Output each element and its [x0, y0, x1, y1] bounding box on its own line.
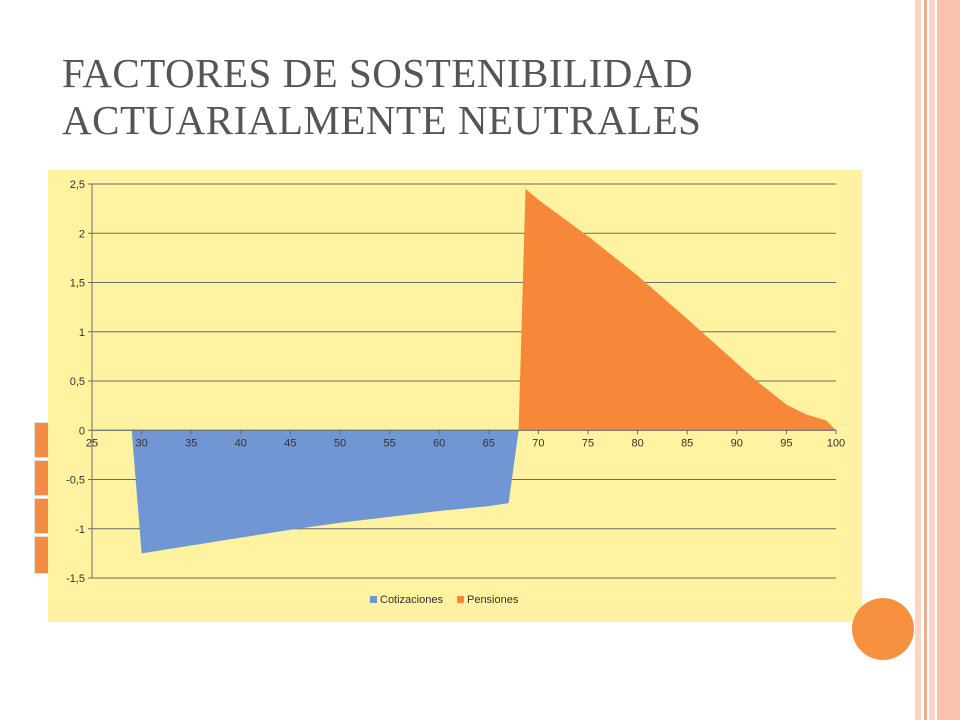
x-tick-labels: 25 30 35 40 45 50 55 60 65 70 75 80 85 90 95 100: [86, 437, 845, 449]
x-tick-label: 45: [284, 437, 296, 449]
y-tick-label: 0: [79, 425, 85, 437]
chart-svg: 25 30 35 40 45 50 55 60 65 70 75 80 85 90 95 100 2,5 2 1,…: [66, 179, 845, 606]
x-tick-label: 100: [827, 437, 845, 449]
x-tick-label: 25: [86, 437, 98, 449]
x-tick-label: 90: [731, 437, 743, 449]
legend-swatch-cotizaciones: [370, 596, 377, 603]
x-tick-label: 35: [185, 437, 197, 449]
legend-label-pensiones: Pensiones: [467, 594, 519, 606]
series-areas: [131, 188, 836, 554]
slide-title-line-1: FACTORES DE SOSTENIBILIDAD: [62, 50, 694, 96]
y-tick-label: -1: [75, 524, 85, 536]
x-tick-label: 55: [383, 437, 395, 449]
x-tick-label: 40: [235, 437, 247, 449]
series-area-pensiones: [518, 188, 836, 431]
x-tick-label: 85: [681, 437, 693, 449]
legend-swatch-pensiones: [456, 596, 464, 603]
stripe: [924, 0, 927, 720]
x-tick-label: 75: [582, 437, 594, 449]
y-tick-label: 0,5: [70, 376, 85, 388]
y-tick-label: 2,5: [70, 179, 85, 191]
x-tick-label: 80: [631, 437, 643, 449]
x-tick-label: 65: [483, 437, 495, 449]
y-tick-label: 1: [79, 327, 85, 339]
stripe: [929, 0, 935, 720]
y-tick-label: 2: [79, 228, 85, 240]
axes: [88, 183, 837, 579]
x-tick-label: 30: [135, 437, 147, 449]
stripe: [915, 0, 921, 720]
x-tick-label: 60: [433, 437, 445, 449]
legend: Cotizaciones Pensiones: [370, 594, 519, 606]
x-tick-label: 70: [532, 437, 544, 449]
x-tick-label: 95: [780, 437, 792, 449]
y-tick-label: -0,5: [66, 475, 85, 487]
stripe: [937, 0, 960, 720]
chart: 25 30 35 40 45 50 55 60 65 70 75 80 85 90 95 100 2,5 2 1,…: [48, 170, 862, 622]
y-tick-labels: 2,5 2 1,5 1 0,5 0 -0,5 -1 -1,5: [66, 179, 85, 585]
y-tick-label: -1,5: [66, 573, 85, 585]
y-tick-label: 1,5: [70, 278, 85, 290]
decorative-stripes: [915, 0, 960, 720]
decorative-circle: [852, 598, 914, 660]
slide-title-line-2: ACTUARIALMENTE NEUTRALES: [62, 97, 702, 143]
x-tick-label: 50: [334, 437, 346, 449]
slide-title: FACTORES DE SOSTENIBILIDAD ACTUARIALMENT…: [62, 50, 822, 144]
legend-label-cotizaciones: Cotizaciones: [380, 594, 443, 606]
series-area-cotizaciones: [131, 430, 519, 554]
